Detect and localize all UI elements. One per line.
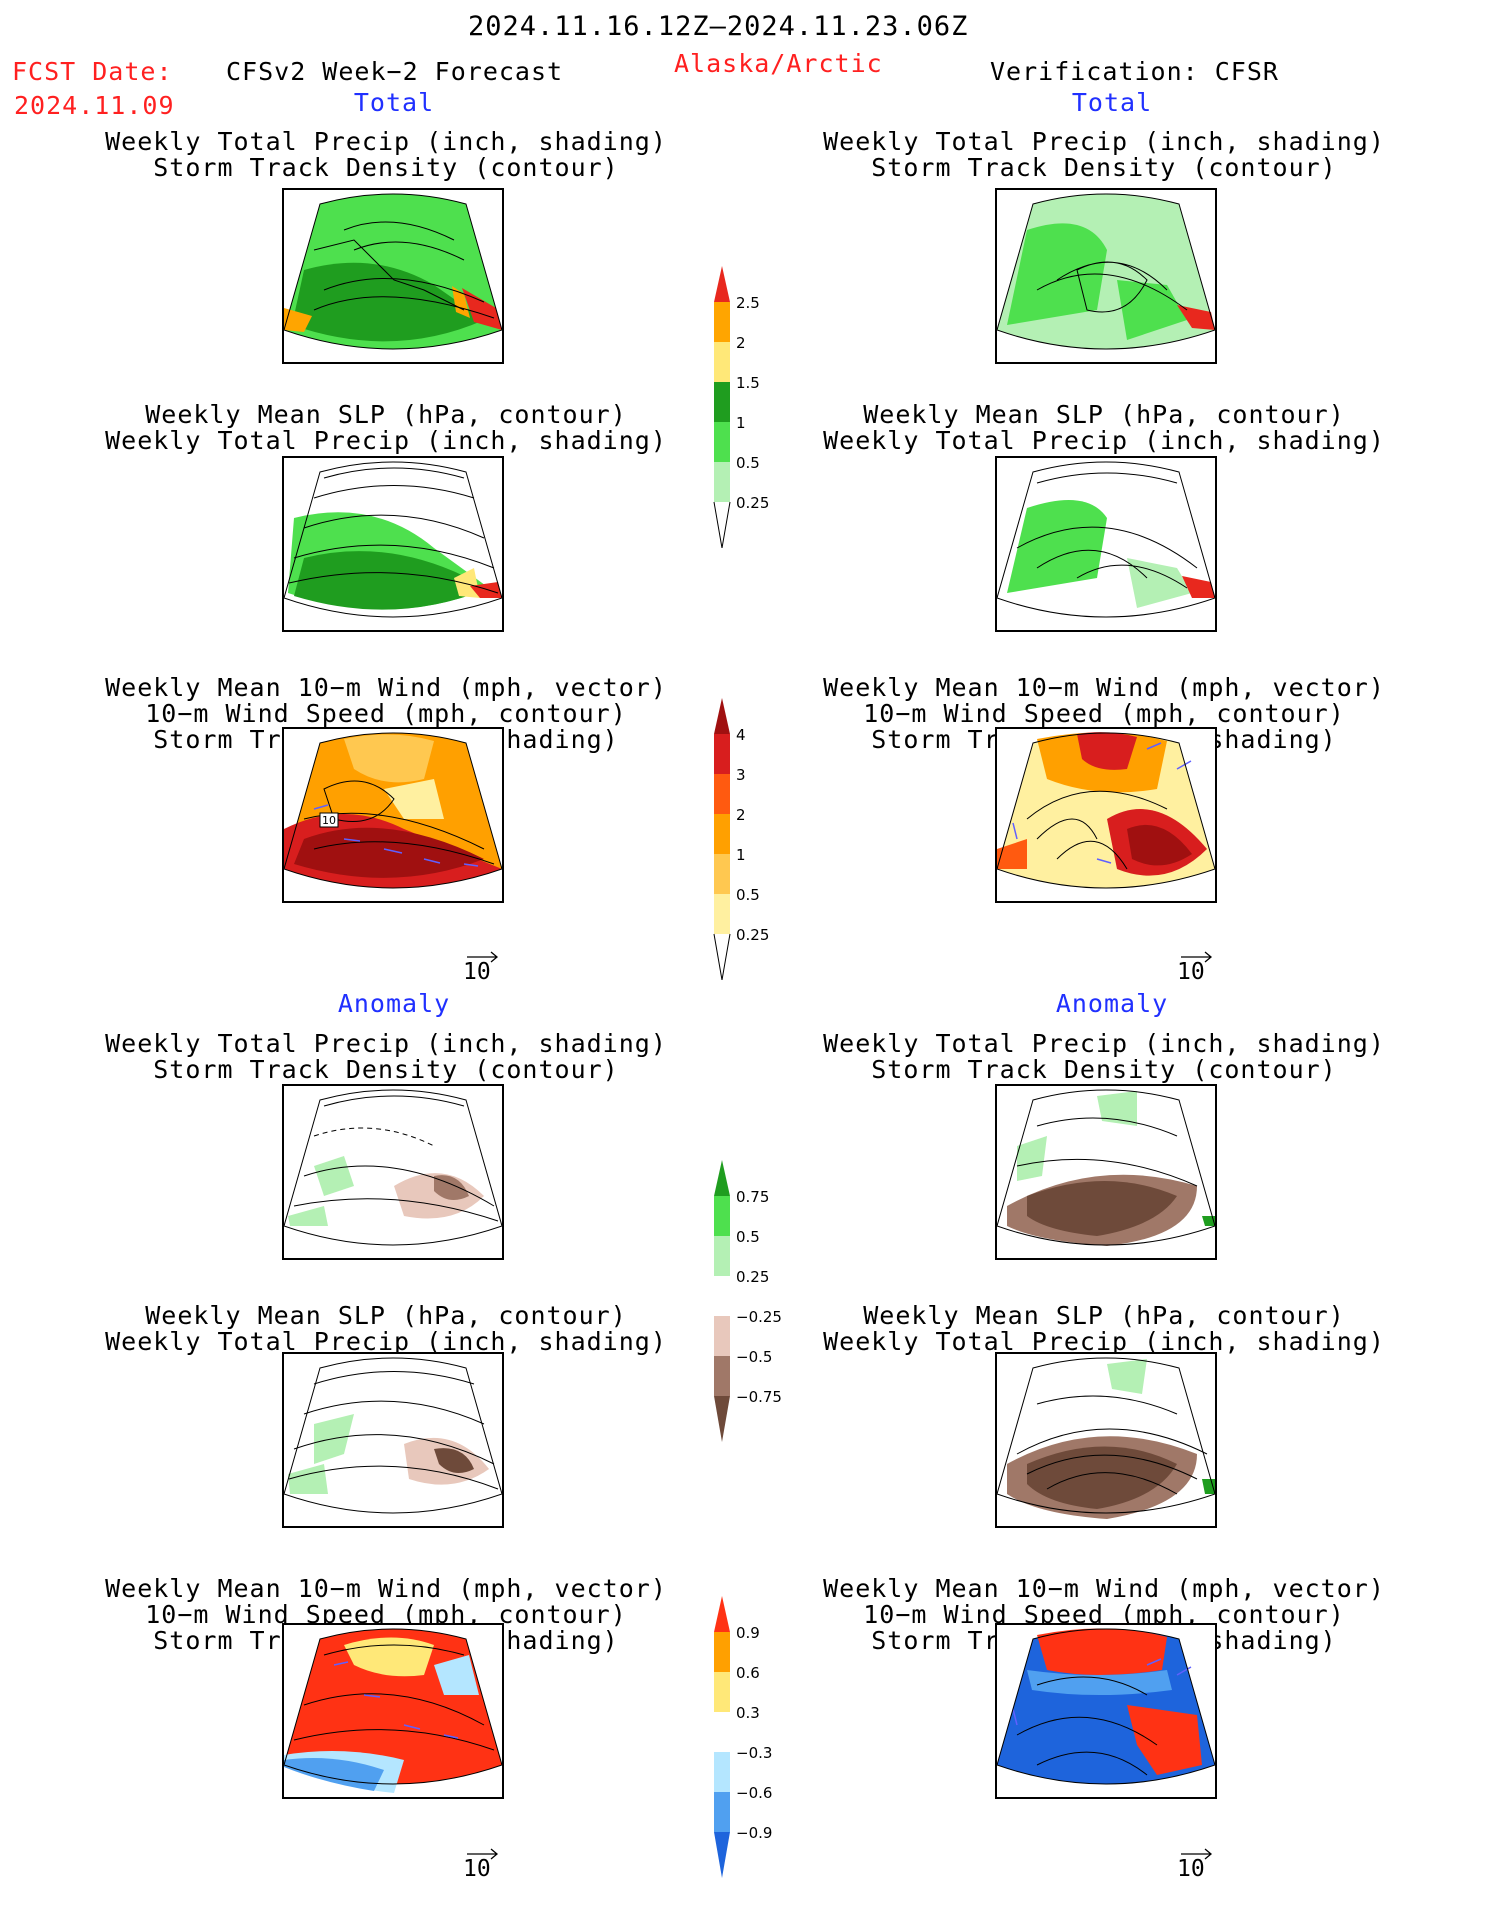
title-l3-b: 10−m Wind Speed (mph, contour) [145, 699, 627, 728]
colorbar-storm-anom: 0.9 0.6 0.3 −0.3 −0.6 −0.9 [712, 1596, 802, 1878]
colorbar-label: 0.9 [736, 1624, 760, 1642]
title-r2-b: Weekly Total Precip (inch, shading) [823, 426, 1385, 455]
colorbar-label: 0.25 [736, 926, 770, 944]
forecast-title: CFSv2 Week−2 Forecast [226, 57, 564, 86]
arrow-right-icon [1181, 951, 1213, 963]
colorbar-label: 2.5 [736, 294, 760, 312]
region-title: Alaska/Arctic [674, 49, 883, 78]
colorbar-label: 1 [736, 414, 746, 432]
colorbar-label: 0.75 [736, 1188, 770, 1206]
title-l1-a: Weekly Total Precip (inch, shading) [105, 127, 667, 156]
map-fcst-anom-slp-precip [282, 1352, 504, 1528]
title-l2-b: Weekly Total Precip (inch, shading) [105, 426, 667, 455]
colorbar-label: −0.3 [736, 1744, 773, 1762]
colorbar-label: −0.5 [736, 1348, 773, 1366]
colorbar-label: −0.9 [736, 1824, 773, 1842]
map-fcst-anom-precip-storm [282, 1084, 504, 1260]
section-anomaly-right: Anomaly [1055, 989, 1169, 1018]
map-verif-anom-wind-storm [995, 1623, 1217, 1799]
title-r2-a: Weekly Mean SLP (hPa, contour) [863, 400, 1345, 429]
map-fcst-total-precip-storm [282, 188, 504, 364]
colorbar-storm-total: 4 3 2 1 0.5 0.25 [712, 698, 792, 981]
title-l1-b: Storm Track Density (contour) [153, 153, 619, 182]
colorbar-label: 0.5 [736, 454, 760, 472]
section-total-right: Total [1071, 88, 1153, 117]
title-l5-b: Weekly Total Precip (inch, shading) [105, 1327, 667, 1356]
title-r3-a: Weekly Mean 10−m Wind (mph, vector) [823, 673, 1385, 702]
colorbar-precip-total: 2.5 2 1.5 1 0.5 0.25 [712, 266, 792, 549]
arrow-right-icon [467, 951, 499, 963]
map-verif-total-slp-precip [995, 456, 1217, 632]
section-anomaly-left: Anomaly [337, 989, 451, 1018]
colorbar-label: 1.5 [736, 374, 760, 392]
colorbar-label: 0.25 [736, 1268, 770, 1286]
title-l5-a: Weekly Mean SLP (hPa, contour) [145, 1301, 627, 1330]
map-fcst-anom-wind-storm [282, 1623, 504, 1799]
title-r1-b: Storm Track Density (contour) [871, 153, 1337, 182]
map-fcst-total-slp-precip [282, 456, 504, 632]
colorbar-label: 0.3 [736, 1704, 760, 1722]
title-r3-b: 10−m Wind Speed (mph, contour) [863, 699, 1345, 728]
title-r4-b: Storm Track Density (contour) [871, 1055, 1337, 1084]
colorbar-label: 2 [736, 334, 746, 352]
arrow-right-icon [1181, 1848, 1213, 1860]
fcst-date-label: FCST Date: [12, 57, 173, 86]
title-l6-a: Weekly Mean 10−m Wind (mph, vector) [105, 1574, 667, 1603]
fcst-date: 2024.11.09 [14, 91, 175, 120]
section-total-left: Total [353, 88, 435, 117]
vector-ref-l-total: 10 [463, 951, 499, 985]
colorbar-label: 1 [736, 846, 746, 864]
vector-ref-label: 10 [463, 1856, 491, 1882]
contour-label: 10 [322, 814, 336, 827]
vector-ref-l-anom: 10 [463, 1848, 499, 1882]
vector-ref-label: 10 [1177, 1856, 1205, 1882]
colorbar-label: 3 [736, 766, 746, 784]
colorbar-label: −0.6 [736, 1784, 773, 1802]
vector-ref-label: 10 [463, 959, 491, 985]
colorbar-label: −0.75 [736, 1388, 782, 1406]
title-l4-b: Storm Track Density (contour) [153, 1055, 619, 1084]
title-r6-a: Weekly Mean 10−m Wind (mph, vector) [823, 1574, 1385, 1603]
title-l3-a: Weekly Mean 10−m Wind (mph, vector) [105, 673, 667, 702]
title-l2-a: Weekly Mean SLP (hPa, contour) [145, 400, 627, 429]
colorbar-label: 0.6 [736, 1664, 760, 1682]
vector-ref-r-total: 10 [1177, 951, 1213, 985]
map-fcst-total-wind-storm: 10 [282, 727, 504, 903]
verification-title: Verification: CFSR [990, 57, 1279, 86]
title-r5-a: Weekly Mean SLP (hPa, contour) [863, 1301, 1345, 1330]
colorbar-label: −0.25 [736, 1308, 782, 1326]
colorbar-label: 0.25 [736, 494, 770, 512]
colorbar-label: 4 [736, 726, 746, 744]
arrow-right-icon [467, 1848, 499, 1860]
title-l4-a: Weekly Total Precip (inch, shading) [105, 1029, 667, 1058]
forecast-period: 2024.11.16.12Z–2024.11.23.06Z [468, 11, 969, 42]
colorbar-label: 0.5 [736, 886, 760, 904]
vector-ref-label: 10 [1177, 959, 1205, 985]
map-verif-total-precip-storm [995, 188, 1217, 364]
title-r4-a: Weekly Total Precip (inch, shading) [823, 1029, 1385, 1058]
title-r5-b: Weekly Total Precip (inch, shading) [823, 1327, 1385, 1356]
colorbar-precip-anom: 0.75 0.5 0.25 −0.25 −0.5 −0.75 [712, 1160, 802, 1442]
colorbar-label: 2 [736, 806, 746, 824]
vector-ref-r-anom: 10 [1177, 1848, 1213, 1882]
map-verif-anom-precip-storm [995, 1084, 1217, 1260]
title-r1-a: Weekly Total Precip (inch, shading) [823, 127, 1385, 156]
map-verif-total-wind-storm [995, 727, 1217, 903]
map-verif-anom-slp-precip [995, 1352, 1217, 1528]
colorbar-label: 0.5 [736, 1228, 760, 1246]
